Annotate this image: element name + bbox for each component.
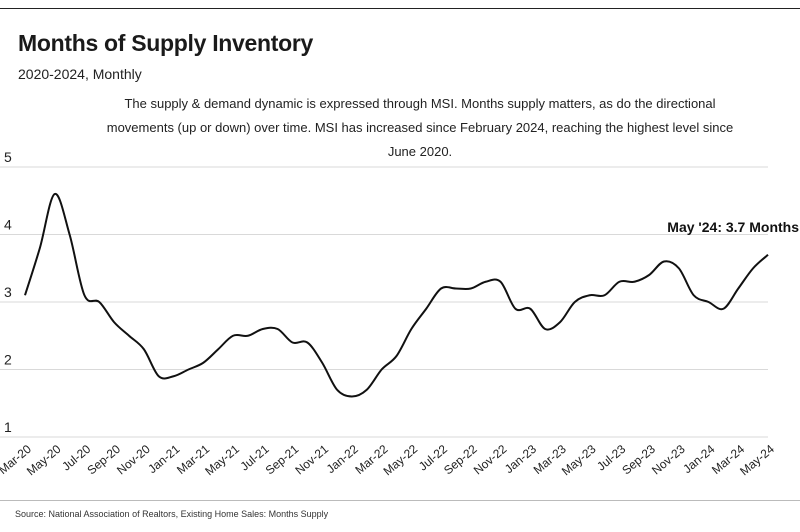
annotation-label: May '24: 3.7 Months: [667, 219, 799, 235]
x-tick-label: May-20: [24, 442, 64, 479]
chart-subtitle: 2020-2024, Monthly: [18, 66, 142, 82]
bottom-rule: [0, 500, 800, 501]
x-tick-label: Nov-22: [471, 442, 510, 478]
x-tick-label: Nov-23: [649, 442, 688, 478]
source-note: Source: National Association of Realtors…: [15, 509, 329, 519]
series-line: [24, 193, 769, 398]
x-tick-label: May-24: [737, 442, 777, 479]
line-chart: 12345Mar-20May-20Jul-20Sep-20Nov-20Jan-2…: [0, 149, 799, 479]
y-tick-label: 4: [4, 217, 12, 233]
chart-description: The supply & demand dynamic is expressed…: [106, 96, 734, 159]
y-tick-label: 5: [4, 149, 12, 165]
y-tick-label: 1: [4, 419, 12, 435]
x-tick-label: May-21: [202, 442, 242, 479]
y-tick-label: 2: [4, 352, 12, 368]
top-rule: [0, 8, 800, 9]
x-tick-label: Nov-21: [292, 442, 331, 478]
x-tick-label: May-22: [381, 442, 421, 479]
x-tick-label: May-23: [559, 442, 599, 479]
chart-title: Months of Supply Inventory: [18, 30, 314, 56]
x-tick-label: Nov-20: [114, 442, 153, 478]
y-tick-label: 3: [4, 284, 12, 300]
